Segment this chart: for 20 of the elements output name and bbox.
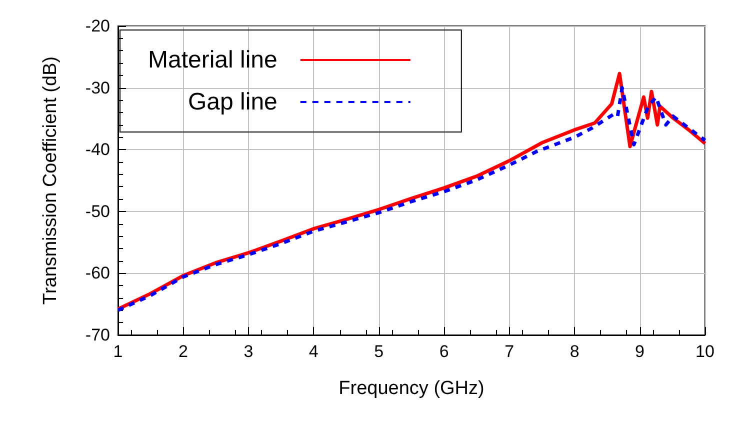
x-tick-label: 2 <box>178 342 188 361</box>
y-tick-label: -20 <box>85 16 110 36</box>
legend-label: Material line <box>148 46 278 74</box>
x-tick-label: 5 <box>374 342 384 361</box>
y-tick-label: -30 <box>85 78 110 98</box>
x-tick-label: 6 <box>439 342 449 361</box>
x-tick-label: 4 <box>308 342 318 361</box>
x-axis-title: Frequency (GHz) <box>338 378 484 399</box>
x-tick-label: 10 <box>696 342 714 361</box>
x-tick-label: 9 <box>635 342 645 361</box>
legend-label: Gap line <box>188 88 278 116</box>
y-tick-label: -50 <box>85 202 110 221</box>
y-axis-title: Transmission Coefficient (dB) <box>40 56 61 305</box>
x-tick-label: 8 <box>570 342 580 361</box>
x-tick-label: 3 <box>244 342 254 361</box>
y-tick-label: -60 <box>85 264 110 283</box>
x-tick-label: 7 <box>504 342 514 361</box>
y-tick-label: -70 <box>85 326 110 344</box>
y-tick-label: -40 <box>85 140 110 160</box>
x-tick-label: 1 <box>113 342 123 361</box>
